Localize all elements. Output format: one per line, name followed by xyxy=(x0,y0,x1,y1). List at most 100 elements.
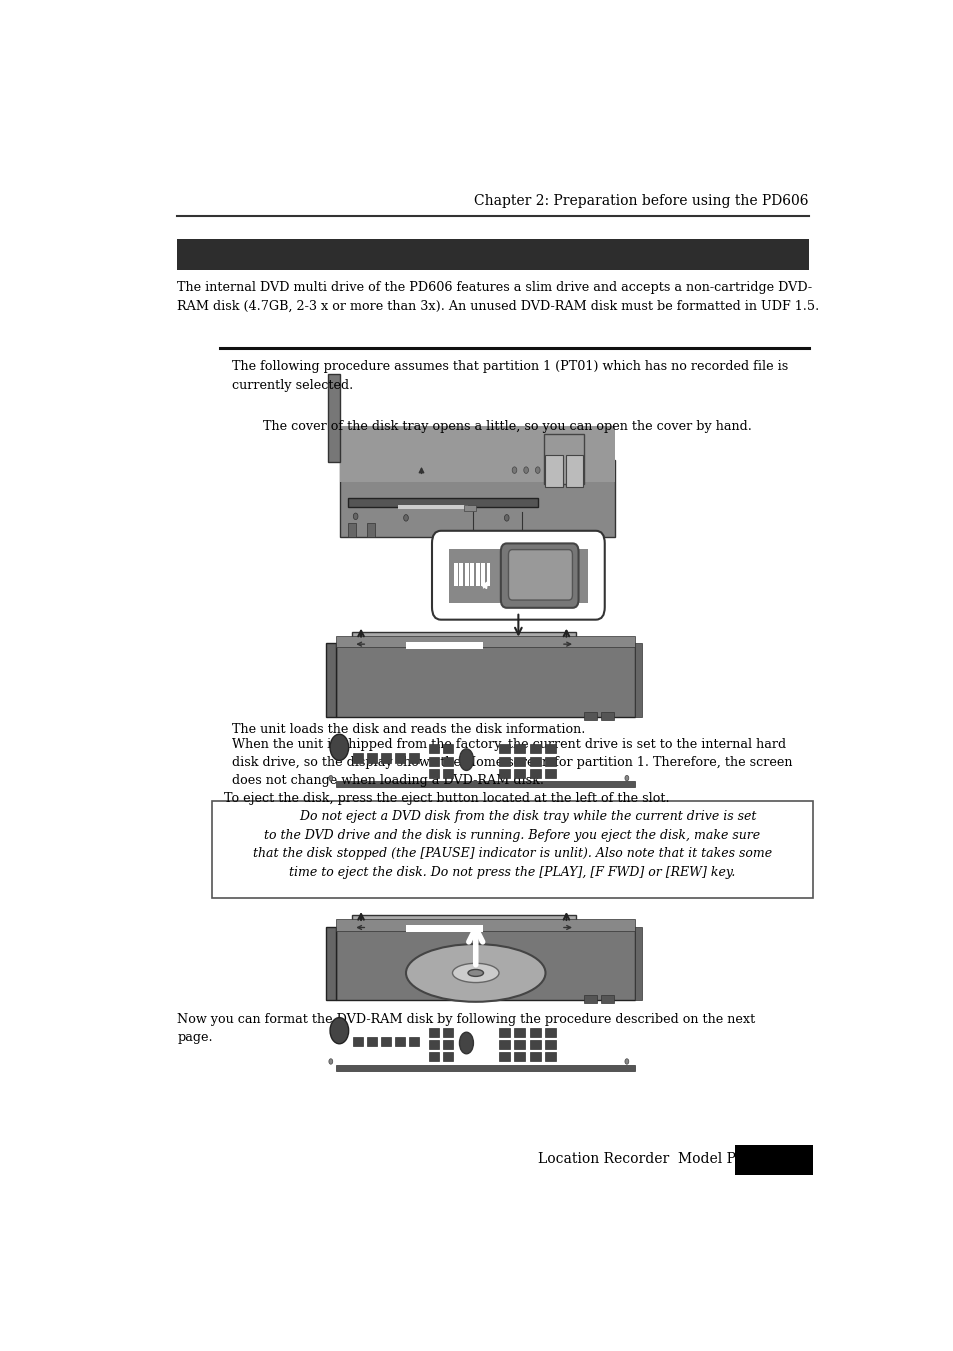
FancyBboxPatch shape xyxy=(353,754,363,763)
Circle shape xyxy=(504,515,509,521)
FancyBboxPatch shape xyxy=(583,996,597,1002)
FancyBboxPatch shape xyxy=(381,754,391,763)
FancyBboxPatch shape xyxy=(514,744,525,754)
FancyBboxPatch shape xyxy=(514,757,525,766)
Text: The cover of the disk tray opens a little, so you can open the cover by hand.: The cover of the disk tray opens a littl… xyxy=(262,420,751,434)
FancyBboxPatch shape xyxy=(348,497,537,507)
FancyBboxPatch shape xyxy=(545,769,556,778)
FancyBboxPatch shape xyxy=(443,757,453,766)
FancyBboxPatch shape xyxy=(367,754,377,763)
Text: When the unit is shipped from the factory, the current drive is set to the inter: When the unit is shipped from the factor… xyxy=(232,738,791,788)
Circle shape xyxy=(624,1059,628,1065)
FancyBboxPatch shape xyxy=(328,374,340,462)
FancyBboxPatch shape xyxy=(335,1065,634,1071)
FancyBboxPatch shape xyxy=(443,1040,453,1050)
FancyBboxPatch shape xyxy=(340,426,615,482)
Text: The following procedure assumes that partition 1 (PT01) which has no recorded fi: The following procedure assumes that par… xyxy=(232,359,787,392)
Text: The internal DVD multi drive of the PD606 features a slim drive and accepts a no: The internal DVD multi drive of the PD60… xyxy=(177,281,819,312)
Text: Location Recorder  Model PD606: Location Recorder Model PD606 xyxy=(537,1152,772,1166)
FancyBboxPatch shape xyxy=(406,925,483,932)
FancyBboxPatch shape xyxy=(500,543,578,608)
FancyBboxPatch shape xyxy=(600,712,614,720)
FancyBboxPatch shape xyxy=(409,1036,418,1046)
Circle shape xyxy=(624,775,628,781)
FancyBboxPatch shape xyxy=(352,632,576,642)
FancyBboxPatch shape xyxy=(530,1052,540,1062)
FancyBboxPatch shape xyxy=(530,757,540,766)
FancyBboxPatch shape xyxy=(545,1040,556,1050)
FancyBboxPatch shape xyxy=(367,523,375,538)
FancyBboxPatch shape xyxy=(353,1036,363,1046)
Circle shape xyxy=(523,467,528,473)
FancyBboxPatch shape xyxy=(498,769,509,778)
Circle shape xyxy=(512,467,517,473)
FancyBboxPatch shape xyxy=(335,643,634,716)
FancyBboxPatch shape xyxy=(464,505,476,511)
FancyBboxPatch shape xyxy=(514,1040,525,1050)
FancyBboxPatch shape xyxy=(498,1052,509,1062)
FancyBboxPatch shape xyxy=(508,550,572,600)
FancyBboxPatch shape xyxy=(545,1052,556,1062)
FancyBboxPatch shape xyxy=(543,434,583,484)
FancyBboxPatch shape xyxy=(735,1146,812,1174)
Text: Now you can format the DVD-RAM disk by following the procedure described on the : Now you can format the DVD-RAM disk by f… xyxy=(177,1013,755,1044)
FancyBboxPatch shape xyxy=(530,744,540,754)
Text: Do not eject a DVD disk from the disk tray while the current drive is set
to the: Do not eject a DVD disk from the disk tr… xyxy=(253,811,771,880)
Ellipse shape xyxy=(459,748,473,770)
Ellipse shape xyxy=(459,1032,473,1054)
FancyBboxPatch shape xyxy=(340,461,615,538)
FancyBboxPatch shape xyxy=(395,1036,405,1046)
FancyBboxPatch shape xyxy=(583,712,597,720)
FancyBboxPatch shape xyxy=(443,744,453,754)
FancyBboxPatch shape xyxy=(498,1028,509,1036)
FancyBboxPatch shape xyxy=(397,505,468,509)
FancyBboxPatch shape xyxy=(530,769,540,778)
FancyBboxPatch shape xyxy=(498,744,509,754)
FancyBboxPatch shape xyxy=(530,1040,540,1050)
FancyBboxPatch shape xyxy=(476,562,479,585)
FancyBboxPatch shape xyxy=(634,643,641,716)
FancyBboxPatch shape xyxy=(545,757,556,766)
FancyBboxPatch shape xyxy=(326,927,335,1000)
Circle shape xyxy=(330,1017,348,1044)
FancyBboxPatch shape xyxy=(545,455,562,488)
FancyBboxPatch shape xyxy=(432,531,604,620)
Circle shape xyxy=(329,775,333,781)
FancyBboxPatch shape xyxy=(429,744,439,754)
Circle shape xyxy=(353,513,357,520)
FancyBboxPatch shape xyxy=(326,643,335,716)
FancyBboxPatch shape xyxy=(464,562,468,585)
FancyBboxPatch shape xyxy=(498,1040,509,1050)
FancyBboxPatch shape xyxy=(514,1052,525,1062)
FancyBboxPatch shape xyxy=(545,744,556,754)
FancyBboxPatch shape xyxy=(406,642,483,648)
FancyBboxPatch shape xyxy=(429,1052,439,1062)
FancyBboxPatch shape xyxy=(443,769,453,778)
FancyBboxPatch shape xyxy=(566,455,583,488)
FancyBboxPatch shape xyxy=(395,754,405,763)
FancyBboxPatch shape xyxy=(335,636,634,647)
Ellipse shape xyxy=(406,944,545,1002)
FancyBboxPatch shape xyxy=(498,757,509,766)
FancyBboxPatch shape xyxy=(454,562,457,585)
FancyBboxPatch shape xyxy=(335,927,634,1000)
FancyBboxPatch shape xyxy=(429,757,439,766)
Circle shape xyxy=(329,1059,333,1065)
FancyBboxPatch shape xyxy=(177,239,808,270)
FancyBboxPatch shape xyxy=(335,781,634,788)
FancyBboxPatch shape xyxy=(600,996,614,1002)
Ellipse shape xyxy=(468,970,483,977)
FancyBboxPatch shape xyxy=(443,1052,453,1062)
FancyBboxPatch shape xyxy=(340,443,615,462)
FancyBboxPatch shape xyxy=(470,562,474,585)
FancyBboxPatch shape xyxy=(367,1036,377,1046)
FancyBboxPatch shape xyxy=(514,769,525,778)
FancyBboxPatch shape xyxy=(443,1028,453,1036)
Ellipse shape xyxy=(452,963,498,982)
FancyBboxPatch shape xyxy=(352,915,576,924)
FancyBboxPatch shape xyxy=(480,562,484,585)
FancyBboxPatch shape xyxy=(545,1028,556,1036)
FancyBboxPatch shape xyxy=(213,801,812,898)
Text: To eject the disk, press the eject button located at the left of the slot.: To eject the disk, press the eject butto… xyxy=(224,792,669,805)
Text: The unit loads the disk and reads the disk information.: The unit loads the disk and reads the di… xyxy=(232,723,584,736)
